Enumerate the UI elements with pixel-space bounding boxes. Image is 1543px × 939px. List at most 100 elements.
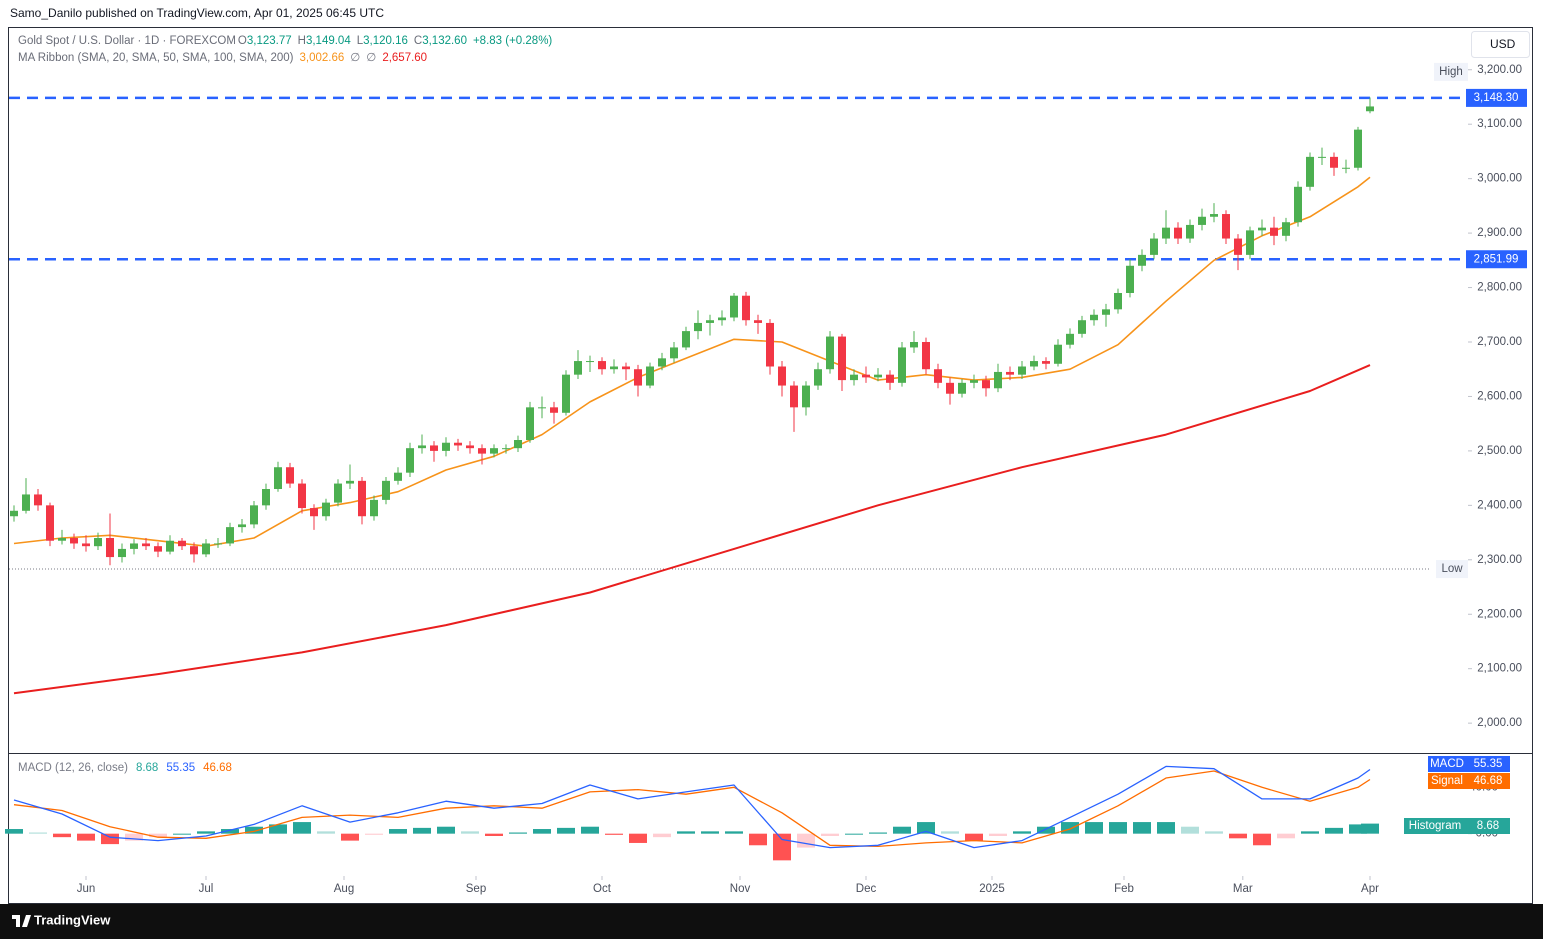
candle-body — [574, 361, 582, 375]
candle-body — [178, 540, 186, 547]
tag-value: 55.35 — [1474, 758, 1503, 770]
candle-body — [1342, 167, 1350, 169]
y-tick-label: 2,000.00 — [1477, 717, 1522, 729]
x-tick-label: Apr — [1361, 883, 1379, 895]
histogram-bar — [893, 826, 911, 834]
candle-body — [1162, 227, 1170, 239]
histogram-bar — [917, 822, 935, 834]
ohlc-value: 3,120.16 — [363, 35, 408, 47]
candle-body — [658, 358, 666, 367]
histogram-bar — [77, 833, 95, 841]
candle-body — [1318, 156, 1326, 158]
candle-body — [982, 380, 990, 389]
brand: TradingView — [34, 912, 111, 927]
candle-body — [238, 524, 246, 528]
candle-body — [310, 508, 318, 517]
candle-body — [994, 371, 1002, 389]
level-label: 3,148.30 — [1474, 92, 1519, 104]
ohlc-value: 3,123.77 — [247, 35, 292, 47]
candle-body — [274, 467, 282, 490]
candle-body — [1186, 224, 1194, 239]
candle-body — [874, 374, 882, 378]
histogram-bar — [869, 832, 887, 834]
candle-body — [1054, 344, 1062, 364]
candle-body — [550, 407, 558, 413]
candle-body — [46, 505, 54, 541]
candle-body — [22, 494, 30, 511]
candle-body — [1234, 238, 1242, 255]
candle-body — [322, 502, 330, 517]
histogram-bar — [797, 833, 815, 848]
ohlc-value: 3,132.60 — [422, 35, 467, 47]
candle-body — [130, 543, 138, 549]
candle-body — [1138, 254, 1146, 266]
histogram-bar — [989, 833, 1007, 836]
histogram-bar — [677, 831, 695, 834]
x-tick-label: Jun — [77, 883, 96, 895]
y-tick-label: 2,700.00 — [1477, 336, 1522, 348]
currency[interactable]: USD — [1490, 37, 1516, 51]
x-tick-label: Jul — [199, 883, 214, 895]
y-tick-label: 2,100.00 — [1477, 663, 1522, 675]
candle-body — [1222, 214, 1230, 239]
histogram-bar — [1325, 827, 1343, 834]
candle-body — [934, 369, 942, 383]
histogram-bar — [749, 833, 767, 846]
x-tick-label: Oct — [593, 883, 612, 895]
histogram-bar — [1229, 833, 1247, 839]
histogram-bar — [581, 826, 599, 834]
candle-body — [1078, 320, 1086, 334]
change: +8.83 (+0.28%) — [473, 35, 552, 47]
histogram-bar — [125, 833, 143, 841]
ma-label: MA Ribbon (SMA, 20, SMA, 50, SMA, 100, S… — [18, 52, 294, 64]
candle-body — [742, 295, 750, 321]
candle-body — [730, 295, 738, 318]
candle-body — [910, 341, 918, 348]
candle-body — [490, 448, 498, 454]
candle-body — [1042, 361, 1050, 364]
publisher: Samo_Danilo published on TradingView.com… — [10, 6, 384, 20]
candle-body — [154, 546, 162, 552]
high-tag — [1434, 62, 1468, 81]
candle-body — [838, 336, 846, 381]
histogram-bar — [653, 833, 671, 838]
candle-body — [1246, 230, 1254, 255]
sma-line — [13, 176, 1371, 547]
histogram-bar — [1061, 822, 1079, 834]
x-tick-label: 2025 — [979, 883, 1005, 895]
candle-body — [1270, 227, 1278, 236]
histogram-bar — [1133, 822, 1151, 834]
y-tick-label: 3,000.00 — [1477, 173, 1522, 185]
x-tick-label: Nov — [730, 883, 751, 895]
candle-body — [706, 320, 714, 323]
candle-body — [514, 440, 522, 449]
y-tick-label: 2,800.00 — [1477, 282, 1522, 294]
histogram-bar — [5, 829, 23, 834]
histogram-bar — [533, 829, 551, 834]
tag-name-box — [1404, 818, 1466, 834]
histogram-bar — [1349, 824, 1367, 834]
candle-body — [502, 448, 510, 450]
tag-name: MACD — [1430, 758, 1464, 770]
candle-body — [1294, 186, 1302, 223]
ohlc-key: L — [357, 35, 364, 47]
y-tick-label: 2,400.00 — [1477, 499, 1522, 511]
ma-value: 2,657.60 — [382, 52, 427, 64]
candle-body — [1330, 156, 1338, 168]
histogram-bar — [461, 831, 479, 834]
histogram-bar — [1037, 826, 1055, 834]
histogram-bar — [509, 832, 527, 834]
candle-body — [766, 322, 774, 367]
candle-body — [262, 489, 270, 506]
histogram-bar — [269, 824, 287, 834]
histogram-bar — [1013, 831, 1031, 834]
histogram-bar — [1085, 822, 1103, 834]
histogram-bar — [725, 831, 743, 834]
candle-body — [466, 445, 474, 449]
ohlc-key: C — [414, 35, 422, 47]
histogram-bar — [413, 827, 431, 834]
currency-button[interactable] — [1471, 31, 1530, 58]
candle-body — [562, 374, 570, 413]
y-tick-label: 3,100.00 — [1477, 118, 1522, 130]
